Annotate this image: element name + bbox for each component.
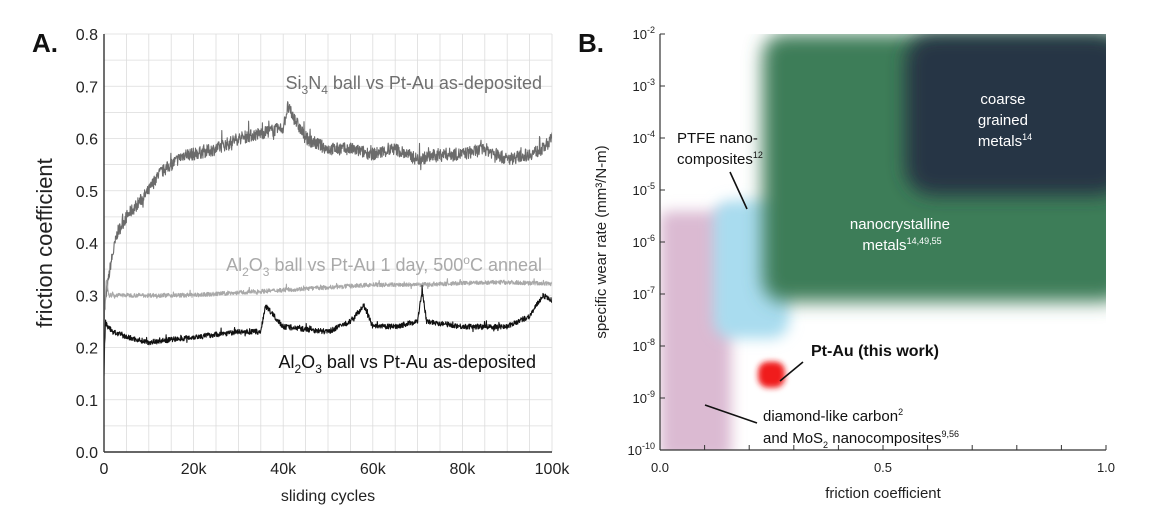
tick-base: 10 [628,443,642,458]
y-tick-label: 0.8 [76,27,98,44]
friction-vs-cycles-chart: A. 0.0 0.1 0.2 0.3 0.4 0.5 0.6 0.7 0.8 0 20k 40k 60… [32,27,570,505]
y-tick-label: 0.3 [76,288,98,305]
y-tick-label: 0.4 [76,236,98,253]
x-tick-label: 100k [535,461,571,478]
region-label-ptfe-nanocomposites: PTFE nano- composites12 [677,130,763,168]
series-line-2 [104,285,552,377]
region-label-coarse-grained-metals: coarse grained metals14 [978,91,1032,150]
label-part: ball vs Pt-Au as-deposited [328,73,542,93]
x-tick-label: 80k [450,461,477,478]
label-part: Al [278,352,294,372]
label-part: 4 [321,83,328,97]
leader-line-ptfe [729,171,748,210]
tick-base: 10 [633,287,647,302]
tick-exponent: -3 [647,77,655,87]
label-part: 2 [242,265,249,279]
tick-exponent: -5 [647,181,655,191]
series-label-si3n4: Si3N4 ball vs Pt-Au as-deposited [285,73,542,97]
tick-base: 10 [633,131,647,146]
label-part: C anneal [470,255,542,275]
label-part: O [249,255,263,275]
tick-exponent: -2 [647,25,655,35]
region-4 [758,361,785,388]
y-tick-label: 10-8 [633,337,655,354]
label-part: O [301,352,315,372]
y-tick-label: 10-10 [628,441,655,458]
tick-base: 10 [633,339,647,354]
x-tick-label: 20k [181,461,208,478]
label-part: 3 [263,265,270,279]
plot-a-gridlines [103,33,553,453]
y-tick-label: 10-7 [633,285,655,302]
tick-base: 10 [633,79,647,94]
y-tick-label: 0.5 [76,184,98,201]
label-part: 2 [294,362,301,376]
y-axis-label: friction coefficient [32,158,57,328]
y-tick-label: 0.0 [76,445,98,462]
panel-b-label: B. [578,28,604,58]
label-part: 3 [315,362,322,376]
y-tick-label: 0.2 [76,341,98,358]
y-tick-label: 10-4 [633,129,655,146]
plot-a-x-tick-labels: 0 20k 40k 60k 80k 100k [100,461,571,478]
x-tick-label: 40k [270,461,297,478]
label-part: Al [226,255,242,275]
tick-exponent: -4 [647,129,655,139]
label-part: o [463,253,470,267]
leader-line-dlc [704,404,758,424]
label-part: Si [285,73,301,93]
tick-base: 10 [633,27,647,42]
y-axis-label: specific wear rate (mm³/N-m) [593,145,610,338]
plot-a-y-tick-labels: 0.0 0.1 0.2 0.3 0.4 0.5 0.6 0.7 0.8 [76,27,98,462]
series-label-al2o3-as-deposited: Al2O3 ball vs Pt-Au as-deposited [278,352,536,376]
region-label-pt-au-this-work: Pt-Au (this work) [811,343,939,360]
x-tick-label: 0 [100,461,109,478]
tick-base: 10 [633,235,647,250]
series-label-al2o3-annealed: Al2O3 ball vs Pt-Au 1 day, 500oC anneal [226,253,542,279]
plot-b-x-tick-labels: 0.0 0.5 1.0 [651,460,1115,475]
x-tick-label: 1.0 [1097,460,1115,475]
tick-exponent: -10 [642,441,655,451]
y-tick-label: 0.1 [76,393,98,410]
panel-a-label: A. [32,28,58,58]
y-tick-label: 10-9 [633,389,655,406]
y-tick-label: 10-3 [633,77,655,94]
tick-base: 10 [633,391,647,406]
y-tick-label: 0.7 [76,79,98,96]
plot-b-regions [660,34,1106,450]
tick-exponent: -8 [647,337,655,347]
series-line-0 [104,101,552,323]
x-tick-label: 60k [360,461,387,478]
plot-a-series [104,101,552,377]
tick-base: 10 [633,183,647,198]
tick-exponent: -6 [647,233,655,243]
y-tick-label: 10-6 [633,233,655,250]
label-part: ball vs Pt-Au 1 day, 500 [269,255,463,275]
x-axis-label: sliding cycles [281,488,375,505]
x-axis-label: friction coefficient [825,485,941,502]
leader-line-pt-au [779,361,804,382]
label-part: ball vs Pt-Au as-deposited [322,352,536,372]
y-tick-label: 0.6 [76,132,98,149]
tick-exponent: -7 [647,285,655,295]
y-tick-label: 10-5 [633,181,655,198]
plot-a-axes [103,34,552,453]
region-label-nanocrystalline-metals: nanocrystalline metals14,49,55 [850,216,954,254]
tick-exponent: -9 [647,389,655,399]
region-0 [905,34,1106,196]
x-tick-label: 0.5 [874,460,892,475]
y-tick-label: 10-2 [633,25,655,42]
label-part: 3 [302,83,309,97]
series-line-1 [104,278,552,322]
plot-b-axes [659,33,1107,451]
x-tick-label: 0.0 [651,460,669,475]
region-label-diamond-like-carbon: diamond-like carbon2 and MoS2 nanocompos… [763,402,959,450]
wear-map-chart: B. 10-1010-910-810-710-610-510-410-310-2… [578,25,1115,502]
label-part: N [308,73,321,93]
region-3 [660,211,732,450]
